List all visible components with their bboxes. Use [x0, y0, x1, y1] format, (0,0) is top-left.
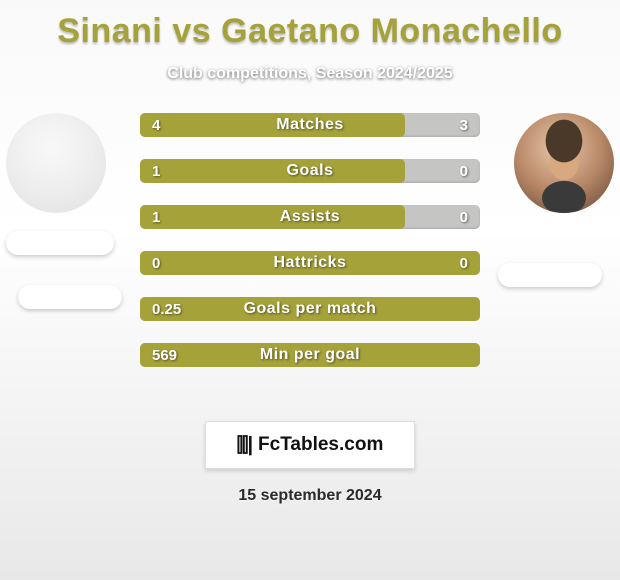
badge-pill-1	[6, 231, 114, 255]
stat-row: 0Hattricks0	[140, 251, 480, 275]
badge-pill-2	[18, 285, 122, 309]
player2-avatar	[514, 113, 614, 213]
stats-area: 4Matches31Goals01Assists00Hattricks00.25…	[0, 113, 620, 393]
brand-text: FcTables.com	[258, 434, 383, 456]
stat-label: Min per goal	[140, 343, 480, 367]
stat-right-value: 3	[460, 113, 468, 137]
stat-label: Hattricks	[140, 251, 480, 275]
date-text: 15 september 2024	[0, 487, 620, 505]
subtitle: Club competitions, Season 2024/2025	[0, 65, 620, 83]
player1-avatar	[6, 113, 106, 213]
stat-right-value: 0	[460, 251, 468, 275]
stat-row: 569Min per goal	[140, 343, 480, 367]
player1-name: Sinani	[57, 12, 162, 50]
stat-row: 0.25Goals per match	[140, 297, 480, 321]
stat-label: Assists	[140, 205, 480, 229]
brand-badge[interactable]: ⫿⫿| FcTables.com	[205, 421, 415, 469]
badge-pill-3	[498, 263, 602, 287]
stat-right-value: 0	[460, 159, 468, 183]
stat-label: Goals per match	[140, 297, 480, 321]
player2-name: Gaetano Monachello	[221, 12, 563, 50]
vs-text: vs	[172, 12, 211, 50]
page-title: Sinani vs Gaetano Monachello	[0, 12, 620, 51]
stat-row: 1Assists0	[140, 205, 480, 229]
content-wrapper: Sinani vs Gaetano Monachello Club compet…	[0, 0, 620, 505]
brand-logo-icon: ⫿⫿|	[237, 434, 252, 457]
stat-row: 4Matches3	[140, 113, 480, 137]
stat-label: Goals	[140, 159, 480, 183]
stat-label: Matches	[140, 113, 480, 137]
stat-row: 1Goals0	[140, 159, 480, 183]
stat-bars: 4Matches31Goals01Assists00Hattricks00.25…	[140, 113, 480, 367]
stat-right-value: 0	[460, 205, 468, 229]
